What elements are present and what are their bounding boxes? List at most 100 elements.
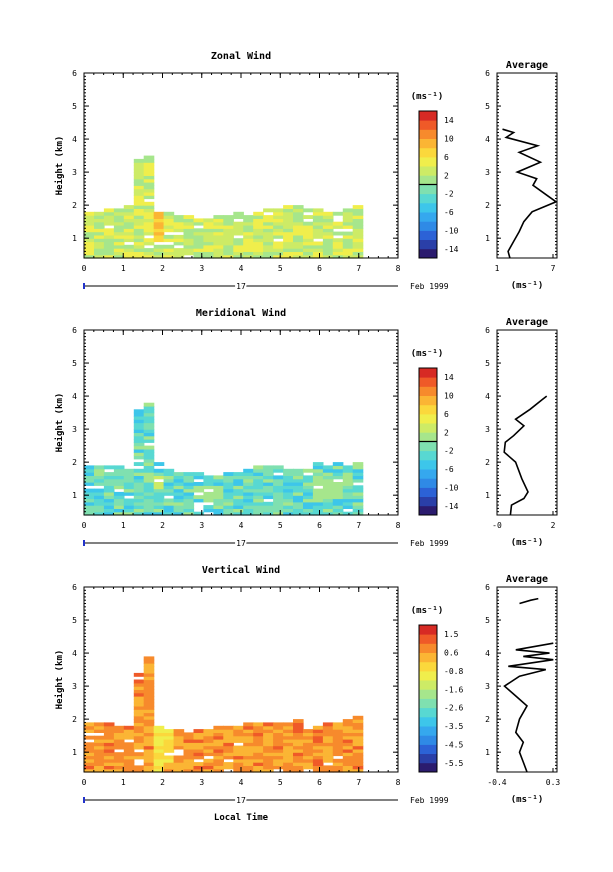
heatmap-cell	[253, 752, 264, 757]
heatmap-cell	[352, 211, 364, 216]
heatmap-cell	[322, 491, 334, 496]
heatmap-cell	[183, 225, 195, 229]
heatmap-cell	[213, 755, 224, 760]
heatmap-cell	[143, 215, 155, 219]
heatmap-cell	[303, 254, 314, 259]
heatmap-cell	[153, 482, 165, 486]
heatmap-cell	[312, 748, 324, 753]
heatmap-cell	[203, 218, 214, 223]
heatmap-cell	[263, 251, 274, 256]
heatmap-cell	[143, 709, 155, 714]
heatmap-cell	[123, 468, 135, 473]
heatmap-cell	[133, 478, 145, 483]
heatmap-cell	[94, 468, 105, 473]
heatmap-cell	[293, 205, 304, 209]
heatmap-cell	[133, 732, 145, 737]
heatmap-cell	[133, 188, 145, 193]
average-y-tick-label: 6	[485, 326, 490, 335]
heatmap-cell	[332, 241, 344, 246]
heatmap-cell	[243, 748, 254, 753]
heatmap-cell	[143, 508, 155, 513]
heatmap-cell	[143, 735, 155, 740]
heatmap-cell	[283, 231, 294, 236]
heatmap-cell	[103, 228, 115, 233]
heatmap-cell	[173, 768, 185, 773]
colorbar-tick-label: 14	[444, 116, 454, 125]
colorbar-swatch	[419, 735, 437, 745]
heatmap-cell	[143, 238, 155, 243]
heatmap-cell	[103, 485, 115, 490]
heatmap-cell	[153, 501, 165, 506]
heatmap-cell	[263, 215, 274, 219]
colorbar-swatch	[419, 202, 437, 213]
heatmap-cell	[332, 465, 344, 470]
heatmap-cell	[312, 725, 324, 730]
x-tick-label: 8	[396, 778, 401, 787]
heatmap-cell	[113, 234, 125, 239]
heatmap-cell	[342, 221, 354, 226]
heatmap-cell	[143, 175, 155, 180]
heatmap-cell	[213, 221, 224, 226]
heatmap-cell	[293, 748, 304, 753]
heatmap-cell	[213, 745, 224, 750]
heatmap-cell	[153, 725, 165, 730]
heatmap-cell	[203, 225, 214, 229]
heatmap-cell	[94, 231, 105, 236]
heatmap-cell	[173, 238, 185, 243]
y-tick-label: 6	[72, 583, 77, 592]
heatmap-cell	[303, 491, 314, 496]
heatmap-cell	[143, 412, 155, 417]
heatmap-cell	[322, 735, 334, 740]
heatmap-cell	[342, 475, 354, 480]
heatmap-cell	[84, 729, 95, 733]
heatmap-cell	[283, 758, 294, 763]
heatmap-cell	[133, 755, 145, 760]
heatmap-cell	[193, 475, 205, 480]
heatmap-cell	[233, 735, 244, 740]
heatmap-cell	[223, 491, 234, 496]
heatmap-cell	[173, 742, 185, 747]
heatmap-cell	[103, 758, 115, 763]
average-x-tick-label: 0.3	[546, 778, 561, 787]
heatmap-cell	[153, 729, 165, 733]
heatmap-cell	[293, 221, 304, 226]
heatmap-cell	[283, 241, 294, 246]
heatmap-cell	[143, 165, 155, 170]
heatmap-cell	[193, 729, 205, 733]
heatmap-cell	[143, 722, 155, 727]
heatmap-cell	[243, 218, 254, 223]
heatmap-cell	[173, 254, 185, 259]
heatmap-cell	[133, 205, 145, 209]
heatmap-cell	[293, 225, 304, 229]
heatmap-cell	[133, 488, 145, 493]
heatmap-cell	[223, 244, 234, 249]
heatmap-cell	[193, 228, 205, 233]
heatmap-cell	[183, 478, 195, 483]
heatmap-cell	[303, 729, 314, 733]
heatmap-cell	[223, 745, 234, 750]
heatmap-cell	[303, 755, 314, 760]
y-tick-label: 1	[72, 234, 77, 243]
heatmap-cell	[233, 215, 244, 219]
heatmap-cell	[352, 215, 364, 219]
heatmap-cell	[173, 498, 185, 503]
heatmap-cell	[303, 501, 314, 506]
heatmap-cell	[303, 478, 314, 483]
heatmap-cell	[293, 768, 304, 773]
heatmap-cell	[223, 228, 234, 233]
heatmap-cell	[213, 725, 224, 730]
heatmap-cell	[123, 215, 135, 219]
heatmap-cell	[84, 755, 95, 760]
heatmap-cell	[203, 498, 214, 503]
heatmap-cell	[263, 218, 274, 223]
heatmap-cell	[173, 475, 185, 480]
heatmap-cell	[322, 501, 334, 506]
heatmap-cell	[312, 211, 324, 216]
heatmap-cell	[94, 729, 105, 733]
heatmap-cell	[123, 231, 135, 236]
y-tick-label: 1	[72, 748, 77, 757]
heatmap-cell	[312, 732, 324, 737]
heatmap-cell	[123, 482, 135, 486]
heatmap-cell	[322, 472, 334, 476]
heatmap-cell	[203, 729, 214, 733]
